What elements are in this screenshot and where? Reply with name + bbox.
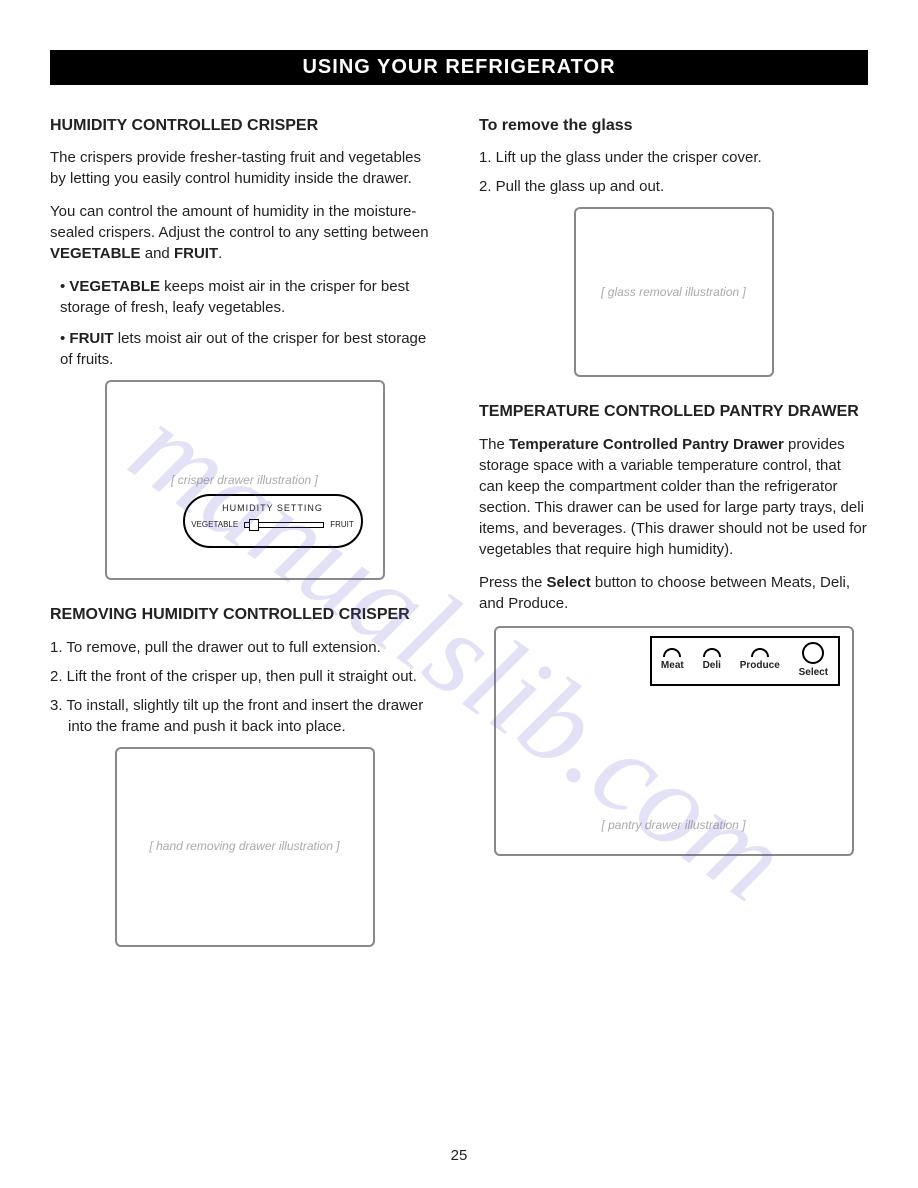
humidity-slider-knob (249, 519, 259, 531)
glass-step-1: 1. Lift up the glass under the crisper c… (479, 147, 868, 168)
left-column: HUMIDITY CONTROLLED CRISPER The crispers… (50, 115, 439, 971)
arc-icon (751, 648, 769, 657)
pantry-drawer-diagram: [ pantry drawer illustration ] Meat Deli… (494, 626, 854, 856)
remove-step-1: 1. To remove, pull the drawer out to ful… (50, 637, 439, 658)
humidity-slider-row: VEGETABLE FRUIT (185, 519, 361, 530)
arc-icon (663, 648, 681, 657)
pantry-drawer-title: TEMPERATURE CONTROLLED PANTRY DRAWER (479, 401, 868, 423)
fruit-label: FRUIT (174, 245, 218, 262)
pantry-option-deli: Deli (703, 648, 721, 673)
pantry-p1: The Temperature Controlled Pantry Drawer… (479, 434, 868, 560)
deli-label: Deli (703, 659, 721, 673)
humidity-crisper-p1: The crispers provide fresher-tasting fru… (50, 147, 439, 189)
text: and (141, 245, 174, 262)
glass-step-2: 2. Pull the glass up and out. (479, 176, 868, 197)
bullet-fruit: FRUIT lets moist air out of the crisper … (50, 328, 439, 370)
pantry-select-button: Select (799, 642, 828, 680)
pantry-option-produce: Produce (740, 648, 780, 673)
humidity-setting-diagram: [ crisper drawer illustration ] HUMIDITY… (105, 380, 385, 580)
removing-crisper-title: REMOVING HUMIDITY CONTROLLED CRISPER (50, 604, 439, 626)
humidity-setting-balloon: HUMIDITY SETTING VEGETABLE FRUIT (183, 494, 363, 548)
circle-icon (802, 642, 824, 664)
fruit-bold: FRUIT (69, 330, 113, 347)
pantry-p2: Press the Select button to choose betwee… (479, 572, 868, 614)
remove-step-3: 3. To install, slightly tilt up the fron… (50, 695, 439, 737)
pantry-control-panel: Meat Deli Produce Select (650, 636, 840, 686)
meat-label: Meat (661, 659, 684, 673)
humidity-crisper-title: HUMIDITY CONTROLLED CRISPER (50, 115, 439, 137)
diagram-placeholder: [ pantry drawer illustration ] (601, 817, 745, 834)
humidity-slider-track (244, 522, 324, 528)
page-number: 25 (0, 1147, 918, 1164)
vegetable-label: VEGETABLE (50, 245, 141, 262)
removing-crisper-diagram: [ hand removing drawer illustration ] (115, 747, 375, 947)
header-bar: USING YOUR REFRIGERATOR (50, 50, 868, 85)
arc-icon (703, 648, 721, 657)
pantry-option-meat: Meat (661, 648, 684, 673)
humidity-left-label: VEGETABLE (191, 519, 238, 530)
text: Press the (479, 574, 547, 591)
right-column: To remove the glass 1. Lift up the glass… (479, 115, 868, 971)
text: . (218, 245, 222, 262)
text: The (479, 436, 509, 453)
pantry-bold: Temperature Controlled Pantry Drawer (509, 436, 784, 453)
remove-glass-title: To remove the glass (479, 115, 868, 137)
text: provides storage space with a variable t… (479, 436, 867, 558)
humidity-setting-label: HUMIDITY SETTING (185, 502, 361, 515)
diagram-placeholder: [ glass removal illustration ] (601, 284, 746, 301)
text: You can control the amount of humidity i… (50, 203, 429, 241)
diagram-placeholder: [ crisper drawer illustration ] (171, 472, 318, 489)
humidity-right-label: FRUIT (330, 519, 354, 530)
bullet-vegetable: VEGETABLE keeps moist air in the crisper… (50, 276, 439, 318)
remove-glass-diagram: [ glass removal illustration ] (574, 207, 774, 377)
select-label: Select (799, 666, 828, 680)
diagram-placeholder: [ hand removing drawer illustration ] (149, 838, 339, 855)
humidity-crisper-p2: You can control the amount of humidity i… (50, 201, 439, 264)
produce-label: Produce (740, 659, 780, 673)
select-bold: Select (547, 574, 591, 591)
remove-step-2: 2. Lift the front of the crisper up, the… (50, 666, 439, 687)
content-columns: HUMIDITY CONTROLLED CRISPER The crispers… (50, 115, 868, 971)
text: lets moist air out of the crisper for be… (60, 330, 426, 368)
vegetable-bold: VEGETABLE (69, 278, 160, 295)
